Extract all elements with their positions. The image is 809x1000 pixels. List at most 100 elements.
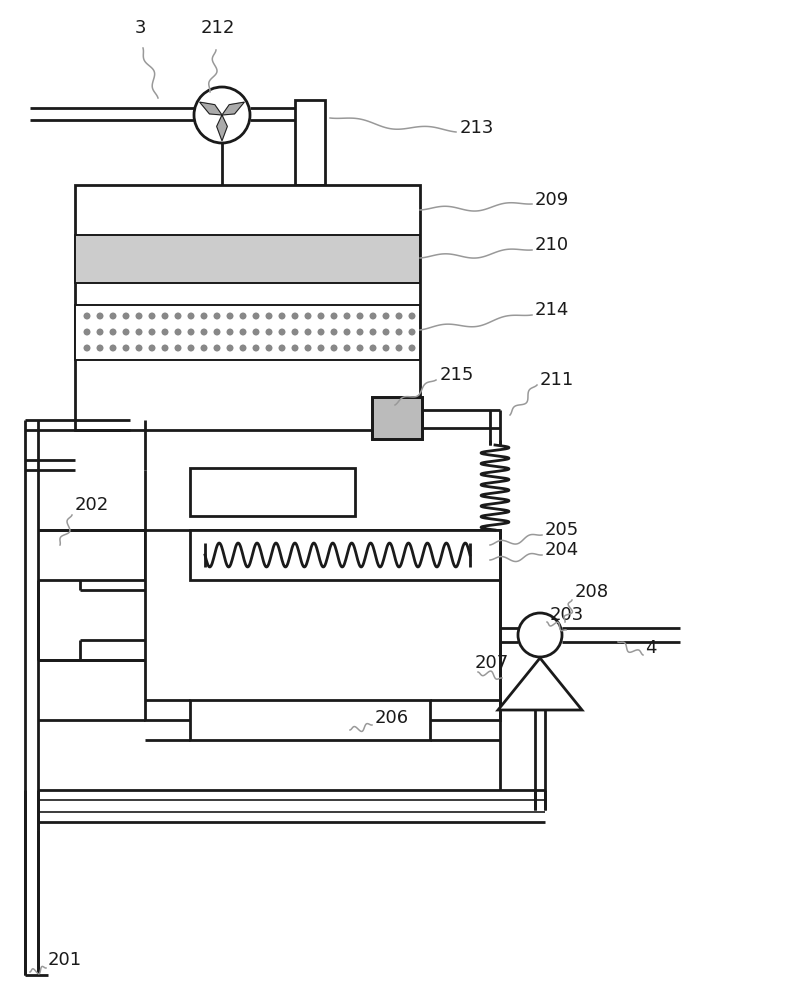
Text: 209: 209 <box>535 191 570 209</box>
Circle shape <box>239 344 247 352</box>
Circle shape <box>370 344 376 352</box>
Circle shape <box>344 328 350 336</box>
Text: 204: 204 <box>545 541 579 559</box>
Circle shape <box>370 328 376 336</box>
Circle shape <box>149 312 155 320</box>
Circle shape <box>331 344 337 352</box>
Circle shape <box>96 312 104 320</box>
Text: 207: 207 <box>475 654 509 672</box>
Circle shape <box>278 344 286 352</box>
Circle shape <box>83 344 91 352</box>
Circle shape <box>252 344 260 352</box>
Polygon shape <box>200 102 222 115</box>
Circle shape <box>304 344 311 352</box>
Circle shape <box>201 344 207 352</box>
Circle shape <box>239 312 247 320</box>
Bar <box>75 235 420 283</box>
Circle shape <box>409 312 416 320</box>
Circle shape <box>265 344 273 352</box>
Circle shape <box>149 344 155 352</box>
Circle shape <box>383 312 389 320</box>
Text: 211: 211 <box>540 371 574 389</box>
Text: 3: 3 <box>134 19 146 37</box>
Circle shape <box>383 344 389 352</box>
Circle shape <box>304 312 311 320</box>
Circle shape <box>175 328 181 336</box>
Text: 202: 202 <box>75 496 109 514</box>
Circle shape <box>317 312 324 320</box>
Circle shape <box>383 328 389 336</box>
Circle shape <box>188 344 194 352</box>
Circle shape <box>409 328 416 336</box>
Circle shape <box>317 344 324 352</box>
Circle shape <box>357 344 363 352</box>
Circle shape <box>135 344 142 352</box>
Circle shape <box>135 312 142 320</box>
Circle shape <box>162 328 168 336</box>
Circle shape <box>135 328 142 336</box>
Circle shape <box>409 344 416 352</box>
Circle shape <box>214 344 221 352</box>
Circle shape <box>214 328 221 336</box>
Bar <box>190 468 355 516</box>
Circle shape <box>370 312 376 320</box>
Circle shape <box>265 312 273 320</box>
Circle shape <box>162 312 168 320</box>
Bar <box>295 100 325 185</box>
Polygon shape <box>222 102 244 115</box>
Text: 213: 213 <box>460 119 494 137</box>
Circle shape <box>344 344 350 352</box>
Text: 212: 212 <box>201 19 235 37</box>
Polygon shape <box>498 658 582 710</box>
Circle shape <box>265 328 273 336</box>
Circle shape <box>291 312 299 320</box>
Bar <box>75 305 420 360</box>
Circle shape <box>227 328 234 336</box>
Polygon shape <box>217 115 227 141</box>
Circle shape <box>278 328 286 336</box>
Text: 215: 215 <box>440 366 474 384</box>
Circle shape <box>227 312 234 320</box>
Circle shape <box>96 344 104 352</box>
Circle shape <box>96 328 104 336</box>
Circle shape <box>396 312 403 320</box>
Circle shape <box>175 312 181 320</box>
Circle shape <box>83 328 91 336</box>
Circle shape <box>214 312 221 320</box>
Circle shape <box>227 344 234 352</box>
Text: 210: 210 <box>535 236 569 254</box>
Circle shape <box>304 328 311 336</box>
Text: 206: 206 <box>375 709 409 727</box>
Text: 4: 4 <box>645 639 656 657</box>
Circle shape <box>344 312 350 320</box>
Text: 208: 208 <box>575 583 609 601</box>
Circle shape <box>357 312 363 320</box>
Circle shape <box>396 344 403 352</box>
Circle shape <box>162 344 168 352</box>
Circle shape <box>122 344 129 352</box>
Text: 203: 203 <box>550 606 584 624</box>
Circle shape <box>122 328 129 336</box>
Circle shape <box>188 328 194 336</box>
Circle shape <box>331 328 337 336</box>
Circle shape <box>194 87 250 143</box>
Circle shape <box>109 344 116 352</box>
Circle shape <box>201 312 207 320</box>
Circle shape <box>396 328 403 336</box>
Bar <box>75 235 420 283</box>
Circle shape <box>201 328 207 336</box>
Circle shape <box>239 328 247 336</box>
Circle shape <box>109 328 116 336</box>
Circle shape <box>357 328 363 336</box>
Circle shape <box>109 312 116 320</box>
Bar <box>75 305 420 360</box>
Circle shape <box>83 312 91 320</box>
Circle shape <box>331 312 337 320</box>
Circle shape <box>122 312 129 320</box>
Circle shape <box>317 328 324 336</box>
Bar <box>145 530 500 720</box>
Bar <box>190 700 430 740</box>
Circle shape <box>518 613 562 657</box>
Circle shape <box>149 328 155 336</box>
Bar <box>190 530 500 580</box>
